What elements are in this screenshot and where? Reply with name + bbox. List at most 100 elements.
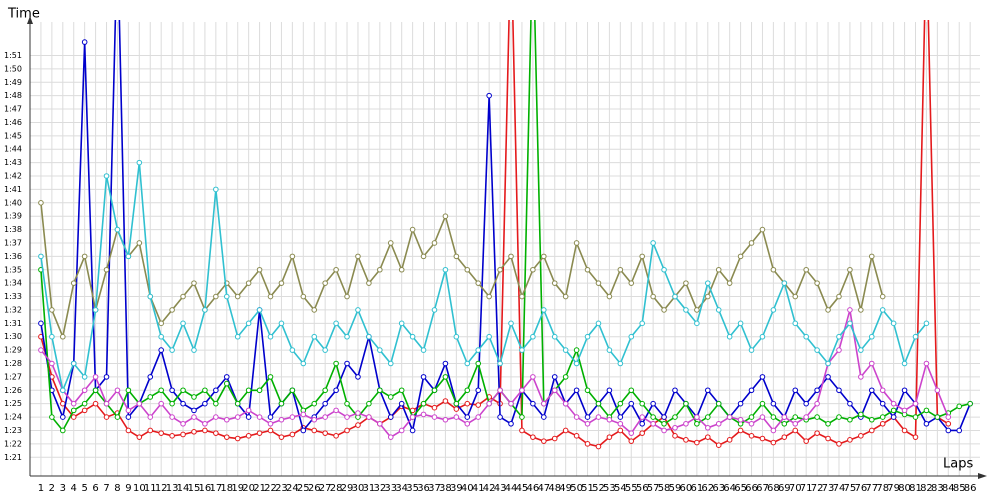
lap-point [519, 387, 525, 394]
lap-point [59, 427, 66, 434]
lap-point [759, 400, 766, 407]
x-tick-label: 28 [330, 483, 343, 494]
lap-point [223, 293, 230, 300]
lap-point [759, 226, 766, 233]
lap-point [541, 414, 547, 420]
lap-point [38, 347, 44, 353]
lap-point [781, 420, 788, 427]
x-tick-label: 79 [887, 483, 900, 494]
lap-point [464, 420, 471, 427]
x-tick-label: 78 [876, 483, 889, 494]
lap-point [650, 240, 656, 246]
lap-point [879, 307, 886, 313]
lap-point [617, 420, 624, 427]
x-tick-label: 71 [800, 483, 813, 494]
lap-point [366, 400, 372, 407]
lap-point [147, 427, 154, 434]
lap-point [453, 414, 460, 420]
lap-point [923, 360, 930, 367]
lap-point [191, 429, 197, 435]
lap-point [136, 159, 143, 166]
lap-point [748, 240, 755, 246]
lap-point [366, 414, 372, 420]
x-tick-label: 6 [92, 483, 98, 494]
lap-point [726, 333, 733, 340]
lap-point [694, 307, 700, 313]
lap-point [453, 253, 460, 260]
lap-point [825, 307, 831, 313]
x-tick-label: 29 [341, 483, 354, 494]
x-tick-label: 57 [647, 483, 660, 494]
lap-point [103, 400, 110, 407]
x-tick-label: 81 [909, 483, 922, 494]
lap-point [704, 293, 711, 300]
lap-point [868, 333, 875, 340]
lap-point [223, 374, 230, 380]
x-tick-label: 16 [199, 483, 212, 494]
lap-point [694, 420, 700, 427]
x-tick-label: 18 [220, 483, 233, 494]
lap-point [825, 360, 831, 367]
lap-point [584, 266, 591, 273]
lap-point [169, 307, 175, 313]
x-tick-label: 12 [155, 483, 168, 494]
lap-point [464, 387, 471, 394]
lap-point [814, 414, 820, 420]
lap-point [267, 293, 274, 300]
series-line [40, 202, 884, 340]
lap-point [541, 438, 547, 444]
lap-point [442, 416, 449, 423]
lap-point [814, 400, 820, 407]
lap-point [92, 307, 99, 313]
y-tick-label: 1:49 [4, 78, 22, 87]
lap-point [409, 414, 416, 420]
y-tick-label: 1:21 [4, 453, 22, 462]
lap-point [158, 333, 164, 340]
lap-point [945, 427, 952, 434]
x-tick-label: 5 [81, 483, 87, 494]
lap-point [584, 420, 591, 427]
lap-point [704, 414, 711, 420]
x-tick-label: 72 [811, 483, 824, 494]
lap-point [103, 374, 110, 380]
lap-point [541, 400, 547, 407]
lap-point [431, 387, 438, 394]
lap-point [322, 347, 328, 353]
lap-point [814, 280, 820, 286]
lap-point [169, 400, 175, 407]
y-tick-label: 1:36 [4, 252, 22, 261]
lap-point [344, 360, 350, 367]
y-tick-label: 1:27 [4, 372, 22, 381]
lap-point [125, 414, 132, 420]
lap-point [551, 333, 558, 340]
lap-point [759, 333, 766, 340]
lap-point [770, 414, 777, 420]
lap-point [103, 266, 110, 273]
lap-point [868, 360, 875, 367]
lap-point [639, 400, 645, 407]
lap-point [311, 427, 318, 434]
lap-point [464, 400, 471, 407]
x-tick-label: 76 [854, 483, 867, 494]
lap-point [213, 400, 219, 407]
lap-point [475, 402, 482, 408]
lap-point [770, 439, 777, 446]
y-tick-label: 1:30 [4, 332, 22, 341]
lap-point [956, 403, 963, 410]
lap-point [322, 430, 328, 436]
lap-point [464, 360, 471, 367]
lap-point [683, 437, 689, 443]
lap-point [377, 420, 383, 427]
lap-point [847, 400, 853, 407]
y-tick-label: 1:31 [4, 319, 22, 328]
lap-point [639, 420, 645, 427]
x-tick-label: 1 [38, 483, 44, 494]
lap-point [344, 293, 350, 300]
y-tick-label: 1:33 [4, 292, 22, 301]
x-tick-label: 54 [614, 483, 627, 494]
lap-point [923, 420, 930, 427]
lap-point [377, 347, 383, 353]
lap-point [847, 266, 853, 273]
lap-point [158, 387, 164, 394]
lap-point [967, 400, 973, 407]
